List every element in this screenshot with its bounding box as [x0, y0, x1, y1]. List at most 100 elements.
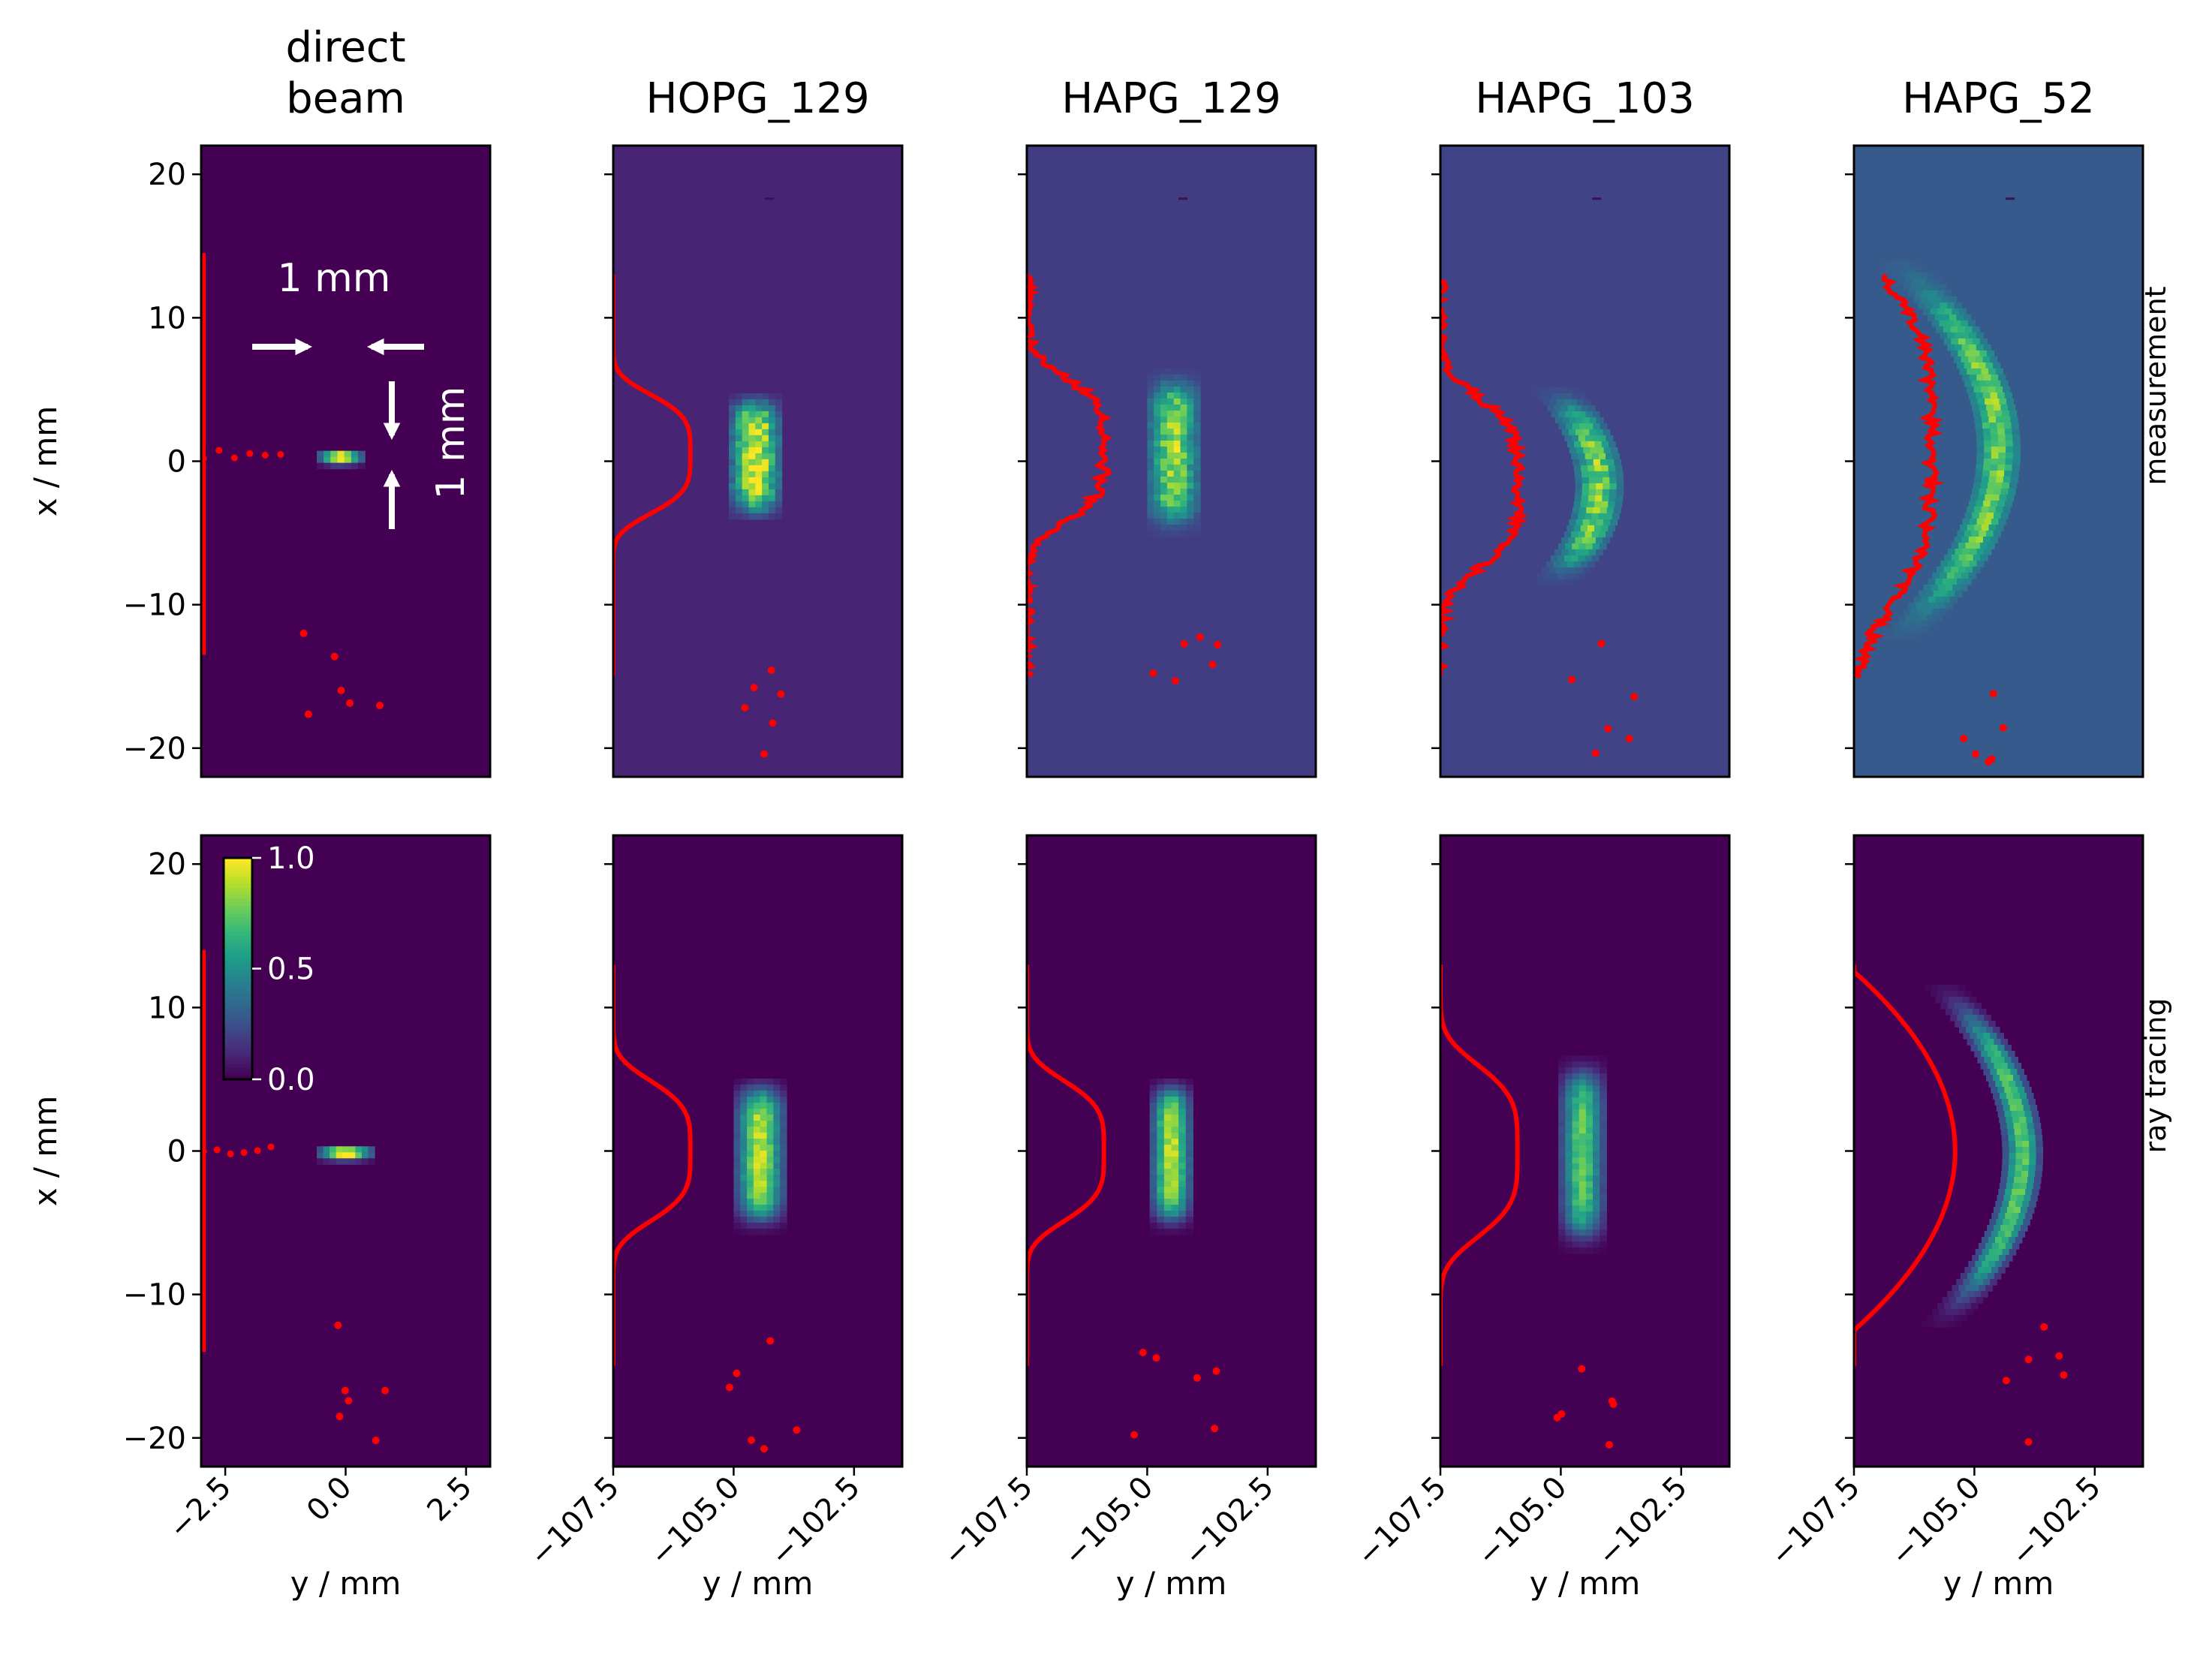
heatmap-cell — [1994, 482, 2003, 489]
heatmap-cell — [1599, 543, 1607, 550]
heatmap-cell — [330, 456, 339, 464]
heatmap-cell — [748, 471, 756, 478]
heatmap-cell — [1149, 1217, 1157, 1223]
heatmap-cell — [1591, 531, 1600, 538]
heatmap-cell — [351, 462, 359, 470]
heatmap-cell — [1578, 1241, 1587, 1248]
heatmap-cell — [748, 465, 756, 472]
heatmap-cell — [742, 405, 750, 412]
heatmap-cell — [1178, 1115, 1187, 1121]
heatmap-cell — [1894, 632, 1902, 639]
heatmap-cell — [1178, 1151, 1187, 1157]
heatmap-cell — [1606, 435, 1614, 442]
heatmap-cell — [1585, 1229, 1594, 1236]
heatmap-cell — [748, 459, 756, 466]
heatmap-cell — [753, 1229, 761, 1235]
heatmap-cell — [1173, 368, 1181, 375]
heatmap-cell — [740, 1223, 748, 1229]
heatmap-cell — [1961, 344, 1970, 351]
heatmap-cell — [1193, 422, 1201, 429]
heatmap-cell — [1976, 1279, 1984, 1286]
heatmap-cell — [1606, 507, 1615, 514]
heatmap-cell — [1536, 573, 1545, 580]
heatmap-cell — [733, 1205, 741, 1211]
heatmap-cell — [1586, 507, 1594, 514]
heatmap-cell — [1959, 584, 1967, 591]
heatmap-cell — [1565, 423, 1573, 430]
heatmap-cell — [2012, 464, 2020, 471]
heatmap-cell — [1588, 477, 1597, 484]
heatmap-cell — [747, 1127, 754, 1133]
heatmap-cell — [1149, 1163, 1157, 1169]
heatmap-cell — [1940, 572, 1948, 579]
heatmap-cell — [2022, 1201, 2030, 1208]
heatmap-cell — [1932, 302, 1941, 309]
heatmap-cell — [1600, 1157, 1607, 1164]
heatmap-cell — [1572, 1055, 1580, 1062]
heatmap-cell — [1991, 518, 2000, 525]
heatmap-cell — [780, 1187, 787, 1193]
panel-title: HAPG_103 — [1475, 74, 1694, 123]
heatmap-cell — [1154, 404, 1161, 411]
heatmap-cell — [1154, 368, 1161, 375]
heatmap-cell — [768, 501, 776, 508]
heatmap-cell — [2018, 1087, 2025, 1094]
heatmap-cell — [762, 459, 769, 466]
heatmap-cell — [742, 453, 750, 460]
heatmap-cell — [2011, 1057, 2019, 1064]
heatmap-cell — [1945, 985, 1952, 991]
heatmap-cell — [1571, 531, 1578, 538]
heatmap-cell — [1578, 543, 1587, 550]
heatmap-cell — [1163, 1205, 1172, 1211]
heatmap-cell — [2021, 1171, 2029, 1178]
heatmap-cell — [1934, 614, 1942, 621]
heatmap-cell — [2033, 1117, 2040, 1124]
heatmap-cell — [1991, 374, 1999, 381]
heatmap-cell — [729, 513, 736, 520]
heatmap-cell — [1569, 447, 1577, 454]
heatmap-cell — [1558, 1073, 1566, 1080]
heatmap-cell — [1558, 1181, 1566, 1188]
heatmap-cell — [1985, 1285, 1993, 1292]
heatmap-cell — [1893, 626, 1901, 633]
heatmap-cell — [2004, 392, 2012, 399]
heatmap-cell — [2012, 1075, 2021, 1082]
heatmap-cell — [2005, 458, 2013, 465]
heatmap-cell — [1580, 465, 1588, 472]
heatmap-cell — [1558, 1187, 1566, 1194]
heatmap-cell — [1997, 1033, 2004, 1040]
heatmap-cell — [1963, 1033, 1971, 1040]
heatmap-cell — [355, 1152, 363, 1159]
heatmap-cell — [1964, 530, 1973, 537]
colorbar-segment — [224, 1042, 252, 1047]
heatmap-cell — [748, 435, 756, 442]
heatmap-cell — [368, 1158, 375, 1165]
heatmap-cell — [2006, 1075, 2014, 1082]
heatmap-cell — [2015, 1081, 2023, 1088]
heatmap-cell — [1982, 422, 1991, 429]
colorbar-segment — [224, 953, 252, 958]
heatmap-cell — [762, 447, 769, 454]
heatmap-cell — [1147, 440, 1154, 447]
heatmap-cell — [1951, 338, 1959, 345]
heatmap-cell — [1187, 458, 1194, 465]
heatmap-cell — [1171, 1139, 1179, 1145]
heatmap-cell — [760, 1079, 768, 1085]
heatmap-cell — [1981, 416, 1990, 423]
heatmap-cell — [1154, 476, 1161, 483]
heatmap-cell — [1185, 1091, 1193, 1097]
colorbar-segment — [224, 909, 252, 914]
heatmap-cell — [2008, 1051, 2015, 1058]
heatmap-cell — [1965, 1285, 1973, 1292]
heatmap-cell — [1157, 1229, 1165, 1235]
heatmap-cell — [760, 1121, 768, 1127]
heatmap-cell — [1593, 1055, 1600, 1062]
heatmap-cell — [1917, 608, 1926, 615]
heatmap-cell — [775, 477, 783, 484]
heatmap-cell — [766, 1079, 774, 1085]
heatmap-cell — [1958, 326, 1966, 333]
heatmap-cell — [1911, 278, 1919, 285]
heatmap-cell — [1154, 470, 1161, 477]
